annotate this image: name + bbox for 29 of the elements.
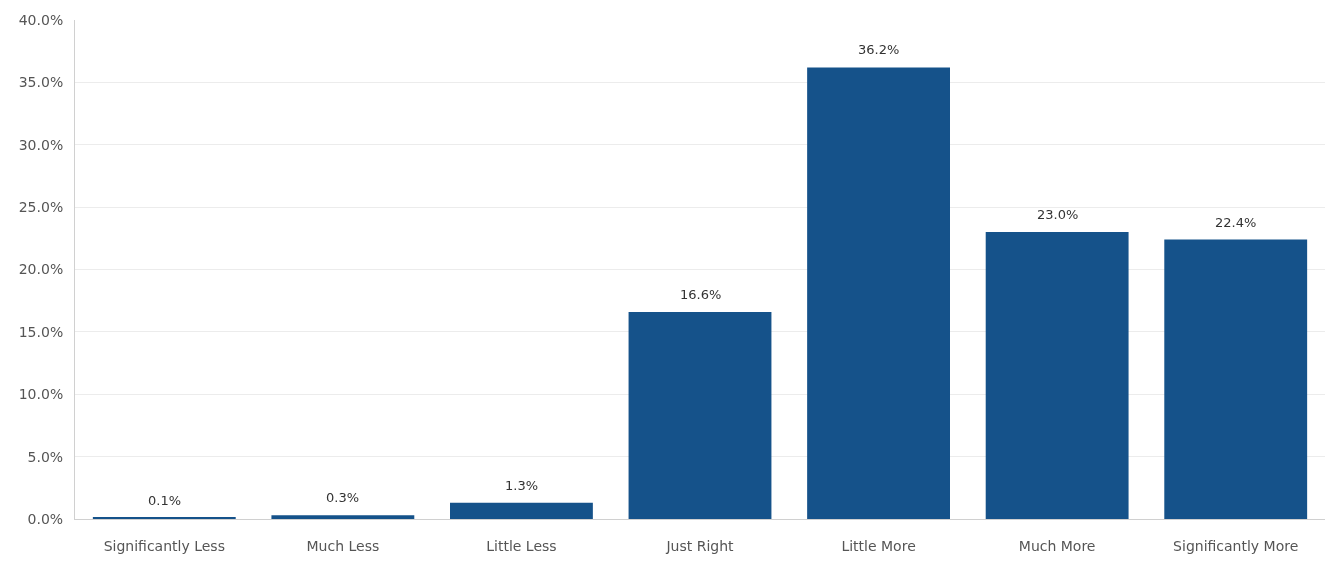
y-tick-label: 10.0% (18, 386, 64, 403)
data-label: 0.1% (148, 493, 182, 508)
data-label: 23.0% (1037, 207, 1079, 222)
data-label: 1.3% (505, 478, 539, 493)
data-label: 16.6% (680, 287, 722, 302)
y-tick-label: 0.0% (27, 510, 64, 527)
x-tick-label: Little More (841, 537, 916, 554)
data-label: 22.4% (1215, 215, 1257, 230)
x-tick-label: Little Less (486, 537, 557, 554)
y-tick-label: 20.0% (18, 261, 64, 278)
bar (1164, 239, 1308, 519)
bar (807, 67, 950, 519)
x-tick-label: Significantly More (1173, 537, 1299, 554)
bar (271, 515, 415, 519)
y-tick-label: 5.0% (27, 448, 64, 465)
y-tick-label: 30.0% (18, 136, 64, 153)
y-tick-label: 35.0% (18, 74, 64, 91)
x-tick-label: Just Right (665, 537, 735, 554)
x-tick-label: Significantly Less (103, 537, 225, 554)
y-tick-label: 40.0% (18, 11, 64, 28)
bar (985, 232, 1129, 519)
data-label: 36.2% (858, 42, 900, 57)
y-tick-label: 15.0% (18, 323, 64, 340)
x-tick-label: Much More (1018, 537, 1096, 554)
bar (628, 311, 772, 519)
x-tick-label: Much Less (306, 537, 380, 554)
y-tick-label: 25.0% (18, 199, 64, 216)
bar (450, 502, 593, 519)
data-label: 0.3% (326, 490, 360, 505)
